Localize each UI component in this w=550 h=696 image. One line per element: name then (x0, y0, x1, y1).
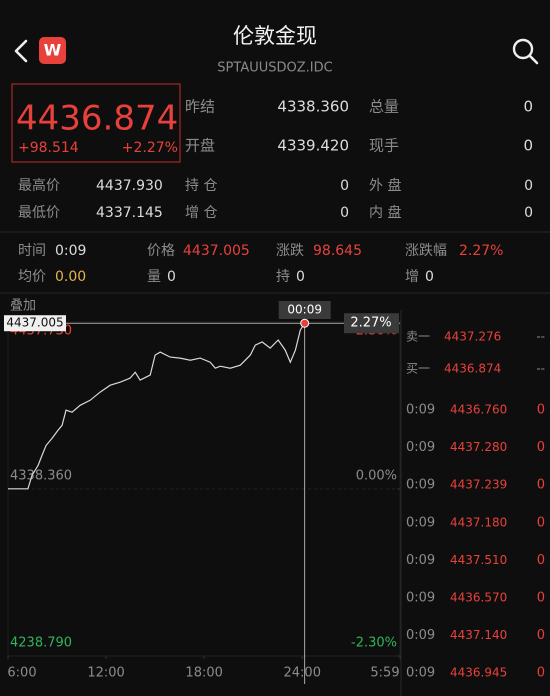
stat-value: 0 (524, 178, 533, 194)
stat-value: 0 (340, 178, 349, 194)
x-tick-label: 5:59 (370, 666, 399, 681)
price-line (8, 322, 306, 490)
info-value: 98.645 (313, 243, 362, 259)
search-icon (528, 54, 539, 65)
trade-time: 0:09 (406, 666, 435, 681)
trade-qty: 0 (537, 478, 545, 493)
info-label: 量 (147, 269, 161, 285)
logo-icon (39, 37, 66, 64)
crosshair-time: 00:09 (287, 303, 322, 317)
trade-qty: 0 (537, 666, 545, 681)
stat-value: 0 (523, 137, 533, 155)
stat-label: 内 盘 (369, 204, 401, 221)
trade-time: 0:09 (406, 478, 435, 493)
trade-time: 0:09 (406, 591, 435, 606)
trade-qty: 0 (537, 515, 545, 530)
y-tick-label: 4238.790 (10, 636, 72, 651)
trade-price: 4437.510 (450, 553, 507, 567)
trade-qty: 0 (537, 591, 545, 606)
stat-label: 开盘 (185, 137, 215, 155)
stat-value: 0 (340, 205, 349, 221)
info-value: 0:09 (55, 243, 86, 259)
info-value: 0 (167, 269, 176, 285)
info-value: 4437.005 (183, 243, 250, 259)
y-tick-label: 4338.360 (10, 468, 72, 483)
crosshair-price-box (4, 315, 66, 332)
stat-value: 4339.420 (277, 137, 349, 155)
stat-label: 增 仓 (185, 205, 217, 221)
subtitle: SPTAUUSDOZ.IDC (217, 61, 332, 76)
stat-label: 最高价 (18, 177, 60, 194)
last-point (300, 318, 310, 328)
info-label: 增 (405, 269, 419, 285)
trade-qty: 0 (537, 403, 545, 418)
stat-value: 0 (523, 98, 533, 116)
book-qty: -- (536, 330, 545, 344)
trade-qty: 0 (537, 628, 545, 643)
x-tick-label: 6:00 (7, 666, 36, 681)
crosshair-time-box (278, 301, 331, 319)
info-value: 0.00 (55, 269, 86, 285)
book-price: 4436.874 (444, 362, 501, 376)
info-value: 0 (296, 269, 305, 285)
search-icon (512, 38, 534, 60)
stat-label: 总量 (369, 98, 399, 116)
trade-qty: 0 (537, 440, 545, 455)
change-pct: +2.27% (122, 140, 178, 156)
trade-time: 0:09 (406, 440, 435, 455)
stat-label: 外 盘 (369, 177, 401, 194)
stat-value: 4337.145 (96, 205, 163, 221)
trade-time: 0:09 (406, 628, 435, 643)
x-tick-label: 18:00 (185, 666, 222, 681)
trade-price: 4436.760 (450, 403, 507, 417)
crosshair-pct: 2.27% (350, 316, 391, 331)
info-value: 2.27% (459, 243, 503, 259)
trade-price: 4437.239 (450, 478, 507, 492)
search-button[interactable] (512, 38, 539, 65)
info-label: 涨跌 (276, 243, 304, 259)
logo-text: W (44, 41, 62, 60)
info-label: 均价 (18, 269, 46, 285)
trade-price: 4437.180 (450, 515, 507, 529)
y2-tick-label: -2.30% (351, 636, 397, 651)
price-box (11, 83, 181, 163)
x-tick-label: 12:00 (87, 666, 124, 681)
trade-price: 4436.945 (450, 666, 507, 680)
trade-time: 0:09 (406, 403, 435, 418)
trade-qty: 0 (537, 553, 545, 568)
info-label: 涨跌幅 (405, 243, 447, 259)
stat-label: 昨结 (185, 98, 215, 116)
change: +98.514 (18, 140, 79, 156)
book-qty: -- (536, 362, 545, 376)
title: 伦敦金现 (233, 24, 317, 48)
y2-tick-label: 0.00% (356, 469, 397, 484)
stat-label: 现手 (369, 137, 399, 155)
last-price: 4436.874 (16, 99, 178, 139)
stat-label: 最低价 (18, 205, 60, 221)
stat-label: 持 仓 (185, 178, 217, 194)
book-label: 买一 (406, 362, 430, 376)
crosshair-pct-box (344, 313, 399, 334)
info-label: 价格 (147, 243, 175, 259)
back-button[interactable] (14, 39, 28, 63)
book-label: 卖一 (406, 330, 430, 344)
crosshair-price: 4437.005 (6, 316, 63, 330)
stat-value: 0 (524, 205, 533, 221)
trade-time: 0:09 (406, 553, 435, 568)
trade-price: 4437.280 (450, 440, 507, 454)
stat-value: 4338.360 (277, 98, 349, 116)
x-tick-label: 24:00 (284, 666, 321, 681)
info-value: 0 (425, 269, 434, 285)
info-label: 持 (276, 269, 290, 285)
book-price: 4437.276 (444, 330, 501, 344)
trade-price: 4437.140 (450, 628, 507, 642)
stat-value: 4437.930 (96, 178, 163, 194)
trade-time: 0:09 (406, 515, 435, 530)
trade-price: 4436.570 (450, 591, 507, 605)
overlay-label: 叠加 (10, 299, 36, 314)
info-label: 时间 (18, 243, 46, 259)
